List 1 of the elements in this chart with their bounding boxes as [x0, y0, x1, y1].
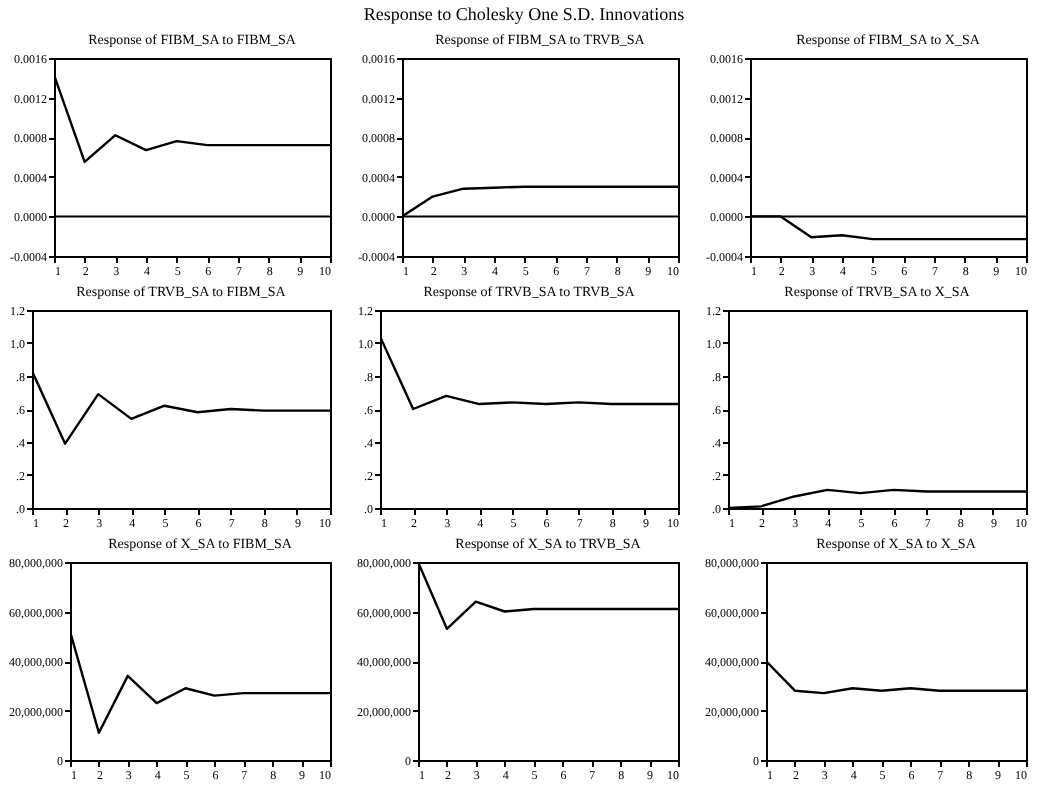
- text: Response to Cholesky One S.D. Innovations: [363, 4, 685, 24]
